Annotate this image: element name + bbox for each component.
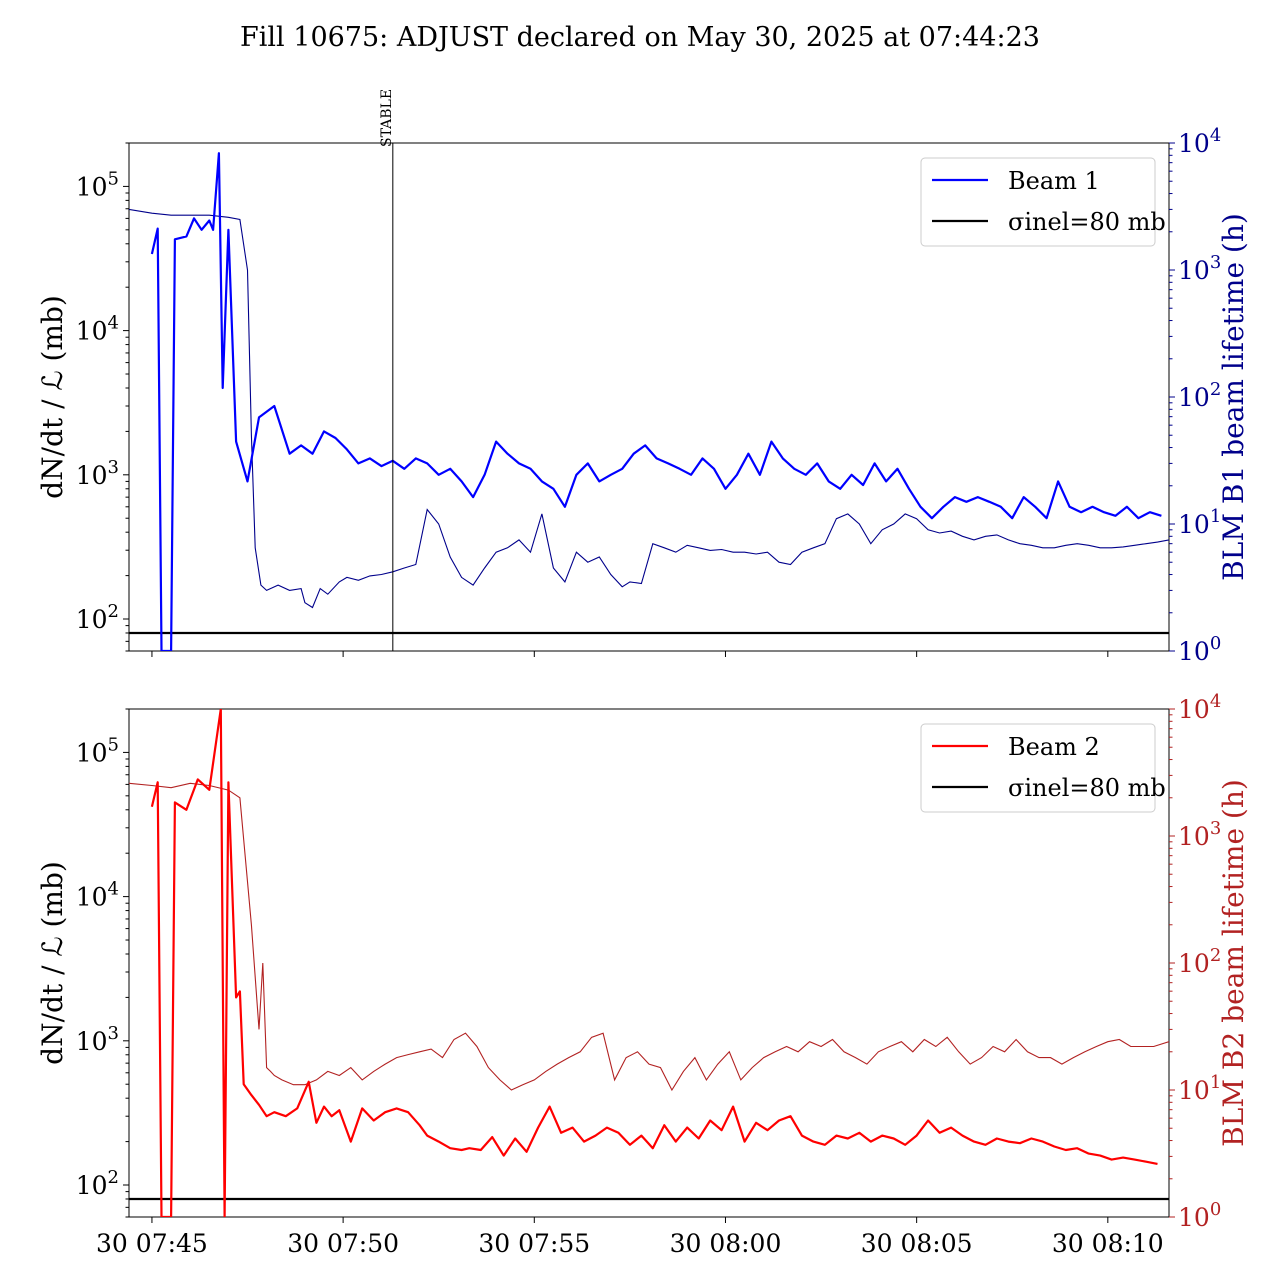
right-tick-label: 103: [1178, 818, 1221, 851]
plot-area: [129, 152, 1169, 651]
left-axis-label: dN/dt / ℒ (mb): [36, 295, 69, 499]
beam2-panel: 30 07:45 30 07:50 30 07:55 30 08:00 30 08:05…: [36, 691, 1250, 1258]
stable-marker-label: STABLE: [379, 89, 395, 147]
beam-series-line: [150, 709, 1158, 1217]
legend-label-reference: σinel=80 mb: [1008, 774, 1166, 802]
left-tick-label: 103: [76, 1023, 119, 1056]
legend-label-beam: Beam 2: [1008, 733, 1100, 761]
left-axis-label: dN/dt / ℒ (mb): [36, 861, 69, 1065]
x-tick-label: 30 07:50: [287, 1229, 399, 1258]
right-tick-label: 104: [1178, 125, 1221, 158]
right-tick-label: 101: [1178, 1072, 1221, 1105]
left-tick-label: 105: [76, 734, 119, 767]
lifetime-series-line: [129, 782, 1169, 1092]
legend: Beam 1 σinel=80 mb: [920, 157, 1166, 247]
lifetime-series-line: [129, 208, 1169, 609]
x-tick-label: 30 07:45: [96, 1229, 208, 1258]
right-axis-label: BLM B1 beam lifetime (h): [1217, 213, 1250, 581]
beam-series-line: [150, 152, 1162, 651]
right-tick-label: 102: [1178, 945, 1221, 978]
legend-label-reference: σinel=80 mb: [1008, 208, 1166, 236]
right-tick-label: 101: [1178, 506, 1221, 539]
right-tick-label: 104: [1178, 691, 1221, 724]
right-axis-label: BLM B2 beam lifetime (h): [1217, 779, 1250, 1147]
right-tick-label: 103: [1178, 252, 1221, 285]
legend: Beam 2 σinel=80 mb: [920, 723, 1166, 813]
left-tick-label: 102: [76, 1167, 119, 1200]
legend-label-beam: Beam 1: [1008, 167, 1100, 195]
right-tick-label: 100: [1178, 1199, 1221, 1232]
left-tick-label: 102: [76, 601, 119, 634]
x-tick-label: 30 07:55: [478, 1229, 590, 1258]
figure-title: Fill 10675: ADJUST declared on May 30, 2…: [240, 22, 1040, 53]
x-tick-label: 30 08:05: [861, 1229, 973, 1258]
x-tick-label: 30 08:00: [670, 1229, 782, 1258]
right-tick-label: 100: [1178, 633, 1221, 666]
x-tick-label: 30 08:10: [1052, 1229, 1164, 1258]
left-tick-label: 103: [76, 457, 119, 490]
left-tick-label: 105: [76, 168, 119, 201]
plot-area: [129, 709, 1169, 1217]
left-tick-label: 104: [76, 313, 119, 346]
left-tick-label: 104: [76, 879, 119, 912]
right-tick-label: 102: [1178, 379, 1221, 412]
